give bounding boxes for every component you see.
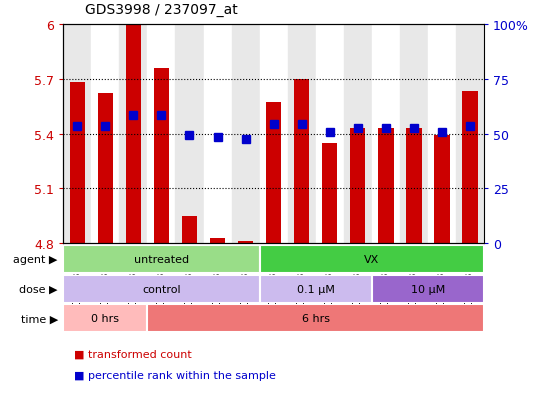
Bar <box>69 83 85 244</box>
Text: control: control <box>142 284 181 294</box>
Bar <box>63 246 260 274</box>
Bar <box>125 25 141 244</box>
Bar <box>288 25 316 244</box>
Text: ■ transformed count: ■ transformed count <box>74 349 192 359</box>
Bar <box>400 25 428 244</box>
Bar <box>260 25 288 244</box>
Bar <box>260 275 372 303</box>
Bar <box>232 25 260 244</box>
Bar <box>175 25 204 244</box>
Bar <box>462 92 478 244</box>
Bar <box>260 246 484 274</box>
Bar <box>147 25 175 244</box>
Bar <box>316 25 344 244</box>
Bar <box>406 129 422 244</box>
Bar <box>322 143 338 244</box>
Text: dose ▶: dose ▶ <box>19 284 58 294</box>
Text: GDS3998 / 237097_at: GDS3998 / 237097_at <box>85 2 238 17</box>
Text: agent ▶: agent ▶ <box>13 255 58 265</box>
Bar <box>204 25 232 244</box>
Text: ■ percentile rank within the sample: ■ percentile rank within the sample <box>74 370 276 380</box>
Bar <box>153 69 169 244</box>
Text: time ▶: time ▶ <box>20 313 58 323</box>
Bar <box>97 94 113 244</box>
Bar <box>350 129 366 244</box>
Bar <box>238 242 254 244</box>
Bar <box>372 25 400 244</box>
Bar <box>91 25 119 244</box>
Bar <box>456 25 484 244</box>
Text: 0 hrs: 0 hrs <box>91 313 119 323</box>
Text: 0.1 μM: 0.1 μM <box>297 284 334 294</box>
Bar <box>119 25 147 244</box>
Bar <box>266 103 282 244</box>
Bar <box>344 25 372 244</box>
Bar <box>434 136 450 244</box>
Bar <box>182 216 197 244</box>
Bar <box>63 275 260 303</box>
Text: 6 hrs: 6 hrs <box>302 313 329 323</box>
Bar <box>372 275 484 303</box>
Text: VX: VX <box>364 255 380 265</box>
Bar <box>210 238 226 244</box>
Bar <box>147 304 484 332</box>
Bar <box>378 129 394 244</box>
Bar <box>63 304 147 332</box>
Text: 10 μM: 10 μM <box>411 284 445 294</box>
Bar <box>63 25 91 244</box>
Bar <box>428 25 456 244</box>
Bar <box>294 79 310 244</box>
Text: untreated: untreated <box>134 255 189 265</box>
